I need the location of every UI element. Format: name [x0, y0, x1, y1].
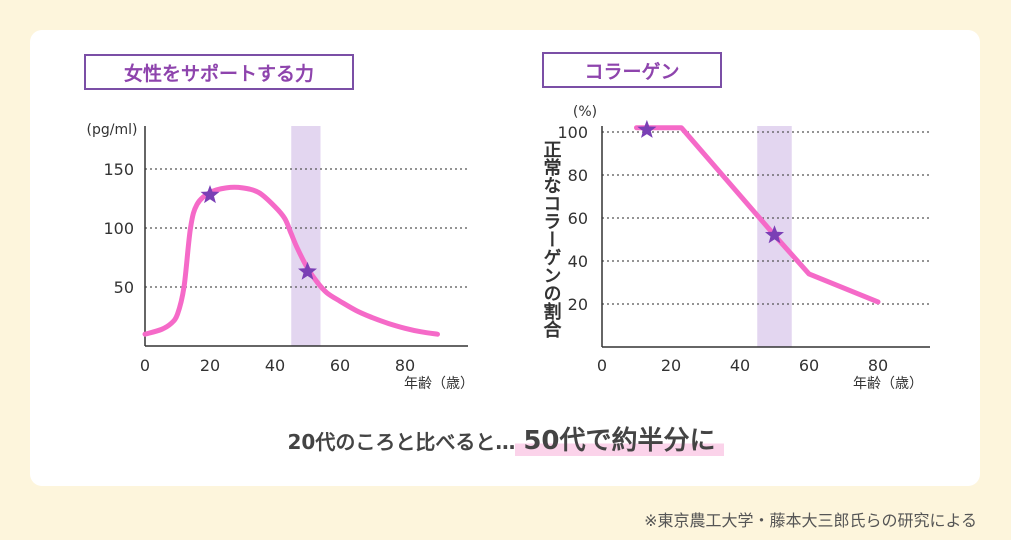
hormone-ytick-label: 150 [103, 160, 134, 179]
collagen-ytick-label: 80 [568, 166, 588, 185]
hormone-xtick-label: 20 [200, 356, 220, 375]
collagen-xtick-label: 20 [661, 356, 681, 375]
hormone-xtick-label: 40 [265, 356, 285, 375]
summary-highlight: 50代で約半分に [515, 426, 724, 456]
collagen-xtick-label: 60 [799, 356, 819, 375]
collagen-star-marker [637, 119, 657, 138]
collagen-yaxis-label: 正常なコラーゲンの割合 [541, 140, 562, 338]
hormone-series-line [142, 184, 440, 337]
summary-text: 20代のころと比べると… 50代で約半分に [0, 420, 1011, 457]
collagen-ytick-label: 40 [568, 252, 588, 271]
hormone-yaxis-label: (pg/ml) [87, 122, 138, 138]
summary-prefix: 20代のころと比べると… [287, 430, 516, 454]
collagen-xtick-label: 40 [730, 356, 750, 375]
collagen-xtick-label: 80 [868, 356, 888, 375]
hormone-xtick-label: 60 [330, 356, 350, 375]
chart-title-collagen: コラーゲン [542, 52, 722, 88]
collagen-ytick-label: 100 [557, 123, 588, 142]
source-note: ※東京農工大学・藤本大三郎氏らの研究による [644, 511, 977, 530]
hormone-highlight-band [291, 126, 321, 346]
collagen-star-marker [765, 225, 784, 244]
collagen-xaxis-label: 年齢（歳） [853, 376, 923, 392]
chart-title-hormone: 女性をサポートする力 [84, 54, 354, 90]
hormone-xtick-label: 0 [140, 356, 150, 375]
hormone-ytick-label: 50 [114, 278, 134, 297]
hormone-star-marker [200, 185, 220, 204]
collagen-ytick-label: 60 [568, 209, 588, 228]
hormone-star-marker [298, 261, 317, 280]
hormone-ytick-label: 100 [103, 219, 134, 238]
hormone-xtick-label: 80 [395, 356, 415, 375]
collagen-xtick-label: 0 [597, 356, 607, 375]
hormone-xaxis-label: 年齢（歳） [404, 376, 474, 392]
collagen-yaxis-unit: (%) [573, 104, 597, 120]
collagen-ytick-label: 20 [568, 295, 588, 314]
